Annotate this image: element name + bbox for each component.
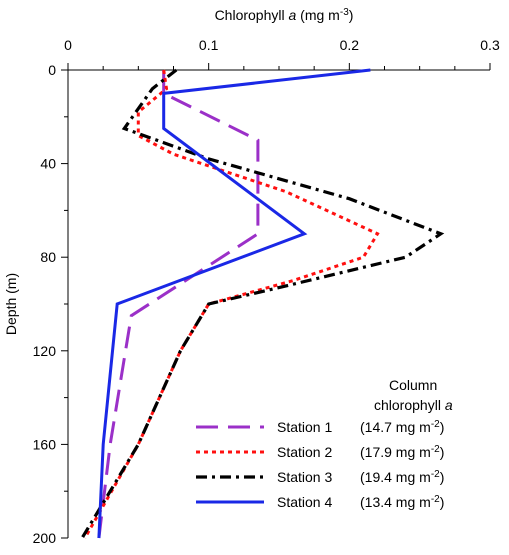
y-axis-title: Depth (m) [3,273,19,335]
legend-column-value-station-4: (13.4 mg m-2) [360,494,444,511]
axes-layer: 0 0.1 0.2 0.3 0 40 80 120 160 200 Chlorophyll a (m… [3,7,500,547]
legend-header-line1: Column [389,377,437,393]
x-tick-label: 0 [64,37,72,53]
legend-label-station-2: Station 2 [277,444,332,460]
y-tick-label: 0 [48,62,56,78]
y-tick-label: 200 [33,530,57,546]
x-tick-label: 0.3 [480,37,500,53]
legend-column-value-station-1: (14.7 mg m-2) [360,419,444,436]
y-tick-label: 80 [40,249,56,265]
legend-label-station-1: Station 1 [277,419,332,435]
legend-header-line2: chlorophyll a [374,397,453,413]
legend-column-value-station-2: (17.9 mg m-2) [360,444,444,461]
series-line-station-2 [83,69,380,539]
series-layer [80,68,445,539]
x-tick-label: 0.1 [199,37,219,53]
legend-label-station-4: Station 4 [277,494,332,510]
y-tick-label: 120 [33,343,57,359]
legend: Column chlorophyll a Station 1 (14.7 mg m-2… [196,377,453,510]
x-tick-label: 0.2 [340,37,360,53]
series-line-station-3 [80,68,445,539]
y-tick-label: 160 [33,436,57,452]
y-tick-label: 40 [40,156,56,172]
legend-label-station-3: Station 3 [277,469,332,485]
x-axis-title: Chlorophyll a (mg m-3) [215,7,354,24]
legend-column-value-station-3: (19.4 mg m-2) [360,469,444,486]
series-line-station-4 [97,68,371,539]
